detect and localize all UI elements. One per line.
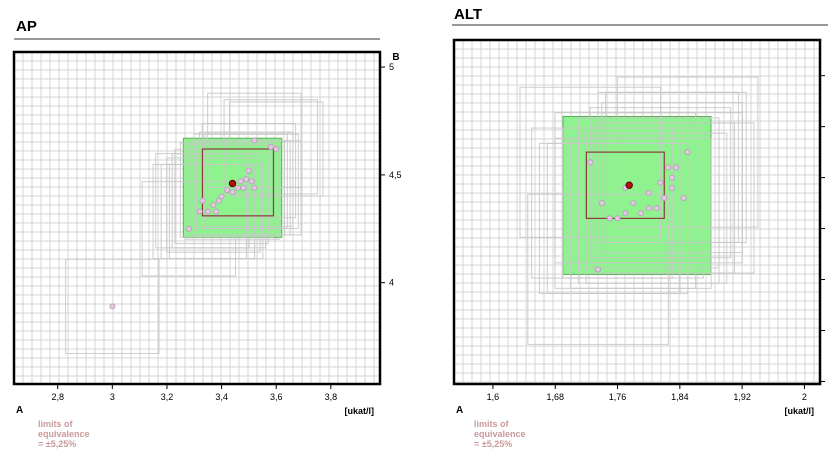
data-point [587, 159, 594, 166]
data-point [606, 215, 613, 222]
tolerance-box [562, 127, 704, 279]
data-point [243, 176, 250, 183]
data-point [251, 137, 258, 144]
data-point [630, 200, 637, 207]
data-point [199, 197, 206, 204]
data-point [240, 184, 247, 191]
tolerance-box [519, 86, 662, 238]
plot-frame [12, 50, 382, 386]
x-tick-label: 1,68 [546, 392, 564, 402]
x-tick-label: 3 [110, 392, 115, 402]
y-tick-label: 5 [389, 62, 394, 72]
x-tick-label: 3,4 [215, 392, 228, 402]
tolerance-box [612, 122, 755, 274]
footnote-ap: limits of equivalence = ±5,25% [38, 419, 90, 449]
tolerance-box [570, 137, 712, 289]
data-point [109, 303, 116, 310]
data-point [657, 179, 664, 186]
mean-point [228, 179, 237, 188]
footnote-alt: limits of equivalence = ±5,25% [474, 419, 526, 449]
data-point [637, 210, 644, 217]
data-point [653, 205, 660, 212]
unit-label: [ukat/l] [344, 406, 374, 416]
grid [14, 52, 380, 384]
x-tick-label: 3,6 [270, 392, 283, 402]
inner-box [201, 148, 275, 217]
data-point [218, 193, 225, 200]
data-point [645, 205, 652, 212]
data-point [237, 178, 244, 185]
tolerance-boxes [519, 76, 759, 345]
data-point [273, 146, 280, 153]
axis-label-a: A [16, 405, 23, 416]
data-point [684, 149, 691, 156]
data-point [213, 208, 220, 215]
chart-title-ap: AP [16, 18, 37, 35]
mean-point [625, 181, 633, 189]
data-point [185, 225, 192, 232]
data-point [267, 143, 274, 150]
title-rule-ap [14, 38, 380, 40]
tolerance-box [577, 117, 720, 269]
data-point [245, 167, 252, 174]
tolerance-box [166, 157, 261, 253]
data-point [196, 208, 203, 215]
data-point [645, 189, 652, 196]
chart-ap: 2,8 3 3,2 3,4 3,6 3,8 4 4,5 5 A B [ukat/l] [12, 50, 402, 416]
inner-box [585, 151, 665, 219]
tolerance-box [65, 258, 160, 354]
data-point [248, 178, 255, 185]
data-point [661, 194, 668, 201]
y-tick-label: 4,5 [389, 170, 402, 180]
data-point [614, 215, 621, 222]
data-point [680, 194, 687, 201]
data-point [672, 164, 679, 171]
plot-frame [452, 38, 822, 386]
data-point [234, 184, 241, 191]
data-point [251, 184, 258, 191]
x-tick-label: 3,2 [161, 392, 174, 402]
chart-title-alt: ALT [454, 6, 483, 23]
data-point [622, 210, 629, 217]
data-point [215, 197, 222, 204]
tolerance-box [601, 102, 743, 254]
x-tick-label: 1,6 [487, 392, 500, 402]
tolerance-box [605, 91, 747, 243]
x-tick-label: 1,92 [733, 392, 751, 402]
tolerance-box [185, 144, 280, 240]
y-tick-label: 4 [389, 278, 394, 288]
axis-label-b: B [392, 52, 399, 63]
x-tick-label: 1,76 [609, 392, 627, 402]
data-point [210, 202, 217, 209]
equivalence-box [562, 115, 712, 275]
x-tick-label: 2 [802, 392, 807, 402]
tolerance-box [204, 133, 299, 229]
tolerance-box [223, 99, 318, 195]
tolerance-box [168, 163, 264, 260]
data-point [669, 174, 676, 181]
tolerance-box [171, 153, 267, 249]
chart-alt: 1,61,681,761,841,9222,62,72,82,933,13,2A… [452, 38, 825, 416]
axis-label-a: A [456, 405, 463, 416]
data-point [665, 164, 672, 171]
x-tick-label: 3,8 [325, 392, 338, 402]
data-point [669, 184, 676, 191]
title-rule-alt [452, 24, 828, 26]
data-point [224, 186, 231, 193]
x-tick-label: 1,84 [671, 392, 689, 402]
data-point [229, 189, 236, 196]
data-point [595, 266, 602, 273]
data-point [204, 208, 211, 215]
unit-label: [ukat/l] [784, 406, 814, 416]
x-tick-label: 2,8 [51, 392, 64, 402]
tolerance-box [198, 131, 294, 227]
data-point [598, 200, 605, 207]
